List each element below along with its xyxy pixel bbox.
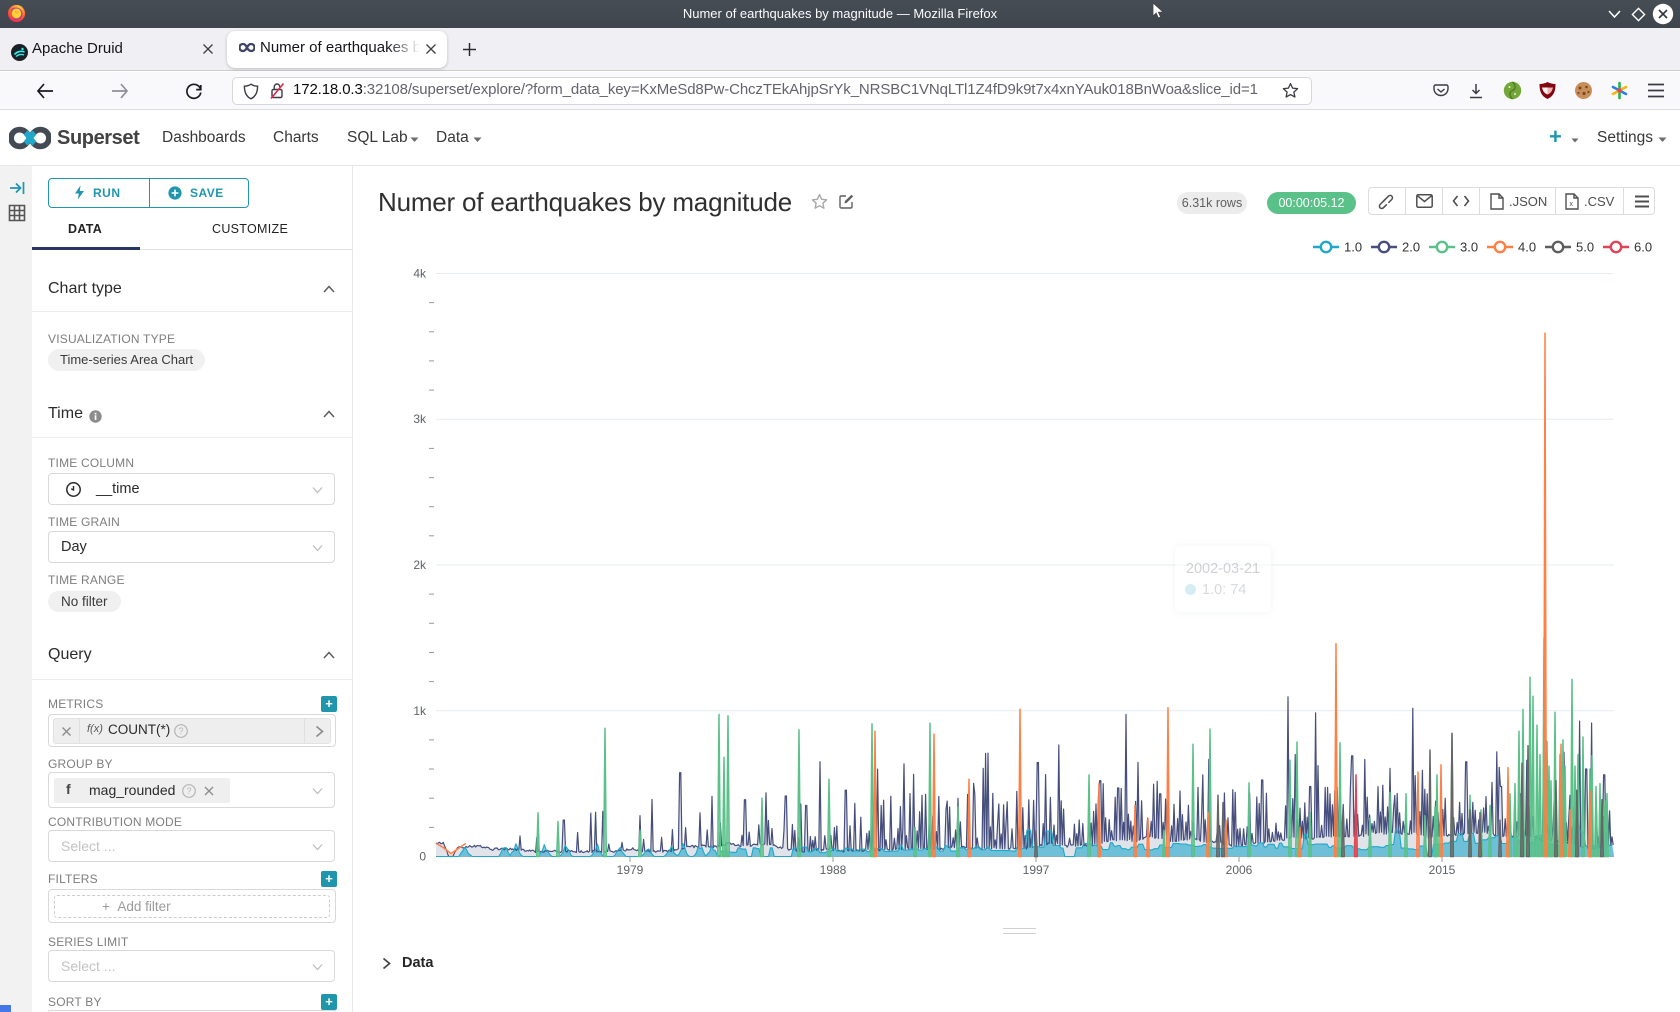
svg-text:4.0: 4.0 [1518, 240, 1536, 255]
svg-text:3.0: 3.0 [1460, 240, 1478, 255]
svg-text:5.0: 5.0 [1576, 240, 1594, 255]
svg-text:6.0: 6.0 [1634, 240, 1652, 255]
svg-text:1979: 1979 [617, 863, 644, 877]
svg-text:2k: 2k [413, 558, 427, 572]
svg-text:3k: 3k [413, 412, 427, 426]
svg-text:?: ? [186, 786, 191, 796]
svg-text:1.0: 1.0 [1344, 240, 1362, 255]
svg-text:0: 0 [419, 850, 426, 864]
svg-text:4k: 4k [413, 267, 427, 281]
svg-text:1k: 1k [413, 704, 427, 718]
svg-text:2.0: 2.0 [1402, 240, 1420, 255]
svg-text:2006: 2006 [1226, 863, 1253, 877]
svg-text:1988: 1988 [820, 863, 847, 877]
svg-text:1997: 1997 [1023, 863, 1050, 877]
svg-text:x: x [1570, 201, 1574, 208]
svg-text:2015: 2015 [1429, 863, 1456, 877]
svg-text:?: ? [178, 726, 183, 736]
